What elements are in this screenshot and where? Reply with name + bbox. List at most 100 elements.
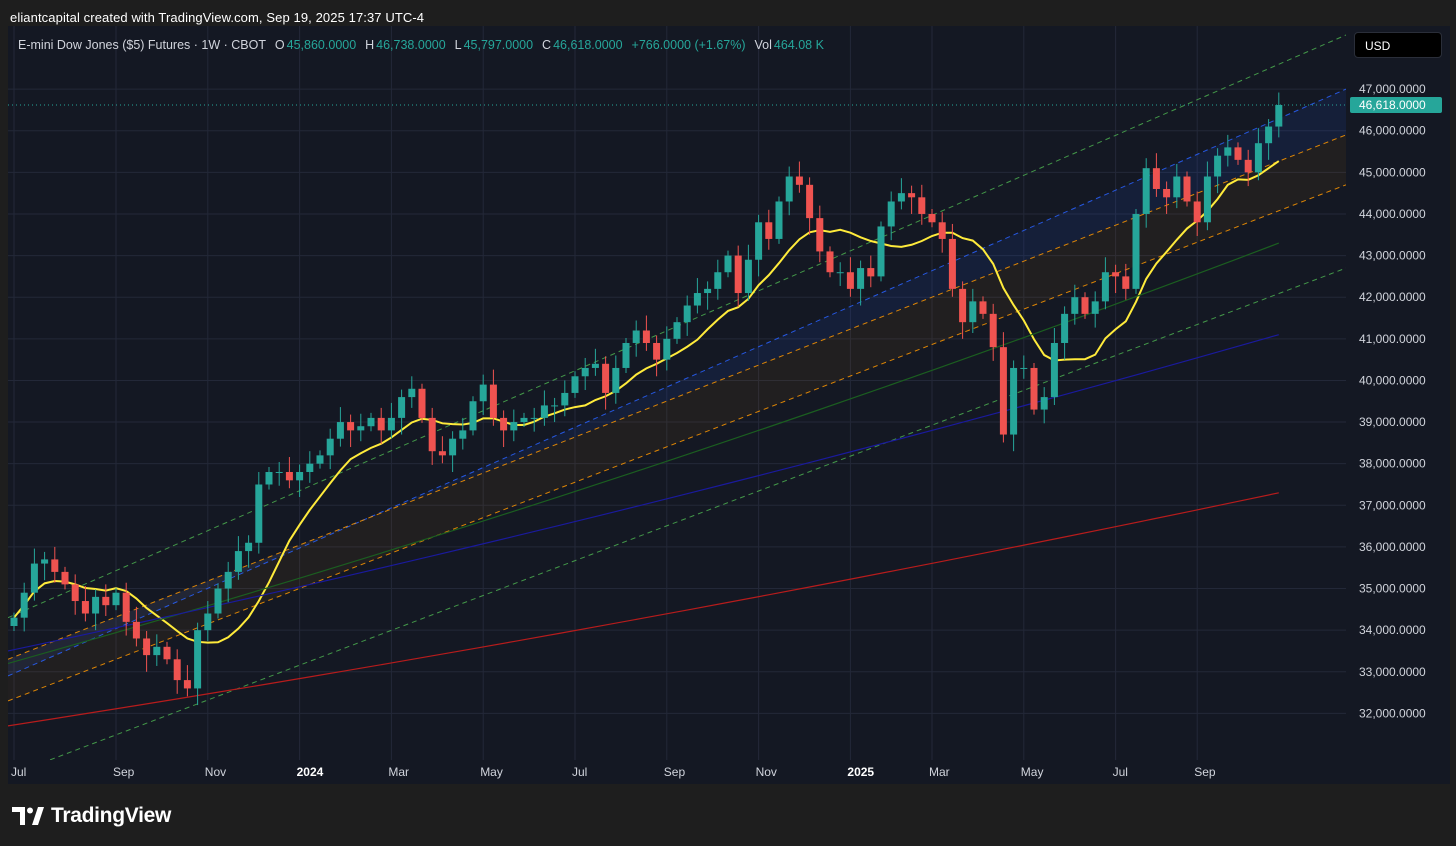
candle-up bbox=[520, 417, 528, 423]
y-tick-label: 40,000.0000 bbox=[1359, 373, 1426, 387]
candle-down bbox=[377, 417, 385, 431]
chart-panel[interactable] bbox=[8, 26, 1450, 784]
candle-up bbox=[296, 472, 304, 481]
x-tick-label: Nov bbox=[756, 765, 777, 779]
candle-up bbox=[41, 559, 49, 564]
y-tick-label: 47,000.0000 bbox=[1359, 82, 1426, 96]
candle-up bbox=[255, 484, 263, 543]
candle-down bbox=[418, 388, 426, 418]
candle-down bbox=[795, 176, 803, 185]
y-tick-label: 38,000.0000 bbox=[1359, 457, 1426, 471]
candle-up bbox=[1224, 147, 1232, 156]
candle-down bbox=[908, 193, 916, 198]
candle-up bbox=[714, 272, 722, 289]
candle-up bbox=[755, 222, 763, 260]
candle-down bbox=[347, 422, 355, 431]
candle-down bbox=[846, 272, 854, 289]
y-tick-label: 42,000.0000 bbox=[1359, 290, 1426, 304]
channel-fill-orange bbox=[8, 134, 1346, 701]
candle-up bbox=[510, 422, 518, 431]
candle-up bbox=[316, 455, 324, 464]
candle-up bbox=[194, 630, 202, 689]
candle-down bbox=[51, 559, 59, 572]
candle-down bbox=[999, 347, 1007, 435]
legend-close-label: C bbox=[542, 38, 552, 52]
legend-open-value: 45,860.0000 bbox=[286, 38, 357, 52]
candle-down bbox=[489, 384, 497, 418]
candle-up bbox=[1173, 176, 1181, 198]
candle-down bbox=[1183, 176, 1191, 202]
legend-change: +766.0000 (+1.67%) bbox=[631, 38, 746, 52]
candle-down bbox=[979, 301, 987, 314]
channel-line-lower-green bbox=[48, 267, 1346, 760]
candle-up bbox=[1142, 168, 1150, 214]
brand[interactable]: TradingView bbox=[12, 803, 171, 829]
candle-down bbox=[61, 571, 69, 585]
candle-up bbox=[1214, 155, 1222, 177]
candle-up bbox=[622, 342, 630, 368]
candle-up bbox=[540, 405, 548, 418]
candle-down bbox=[816, 218, 824, 252]
candle-down bbox=[653, 342, 661, 360]
x-tick-label: Jul bbox=[1113, 765, 1128, 779]
y-tick-label: 33,000.0000 bbox=[1359, 665, 1426, 679]
candle-down bbox=[602, 363, 610, 393]
candle-up bbox=[459, 430, 467, 439]
candle-down bbox=[948, 238, 956, 289]
y-tick-label: 37,000.0000 bbox=[1359, 498, 1426, 512]
moving-average-sma-red bbox=[8, 492, 1279, 727]
x-tick-label: May bbox=[480, 765, 503, 779]
candle-down bbox=[959, 288, 967, 323]
candle-down bbox=[285, 472, 293, 481]
currency-button[interactable]: USD bbox=[1354, 32, 1442, 58]
candle-up bbox=[367, 417, 375, 427]
candle-down bbox=[500, 417, 508, 431]
y-tick-label: 36,000.0000 bbox=[1359, 540, 1426, 554]
candle-up bbox=[469, 401, 477, 431]
candle-up bbox=[234, 551, 242, 572]
candle-up bbox=[683, 305, 691, 323]
candle-down bbox=[428, 417, 436, 452]
chart-caption: eliantcapital created with TradingView.c… bbox=[10, 10, 425, 25]
y-tick-label: 46,000.0000 bbox=[1359, 124, 1426, 138]
candle-up bbox=[663, 338, 671, 360]
legend-symbol: E-mini Dow Jones ($5) Futures · 1W · CBO… bbox=[18, 38, 266, 52]
candle-up bbox=[724, 255, 732, 273]
candle-up bbox=[612, 367, 620, 393]
legend-volume-label: Vol bbox=[754, 38, 772, 52]
candle-up bbox=[408, 388, 416, 398]
x-tick-label: 2024 bbox=[297, 765, 324, 779]
legend-ohlc: E-mini Dow Jones ($5) Futures · 1W · CBO… bbox=[18, 38, 826, 52]
candle-down bbox=[71, 584, 79, 602]
candle-up bbox=[632, 330, 640, 343]
last-price-label: 46,618.0000 bbox=[1359, 98, 1426, 112]
candle-up bbox=[92, 596, 100, 614]
legend-low-label: L bbox=[454, 38, 462, 52]
moving-average-sma-yellow bbox=[13, 160, 1280, 644]
candle-down bbox=[1244, 159, 1252, 173]
x-tick-label: Nov bbox=[205, 765, 226, 779]
legend-high-label: H bbox=[365, 38, 375, 52]
candle-up bbox=[877, 226, 885, 277]
candle-down bbox=[1112, 272, 1120, 277]
candle-up bbox=[704, 288, 712, 294]
candle-up bbox=[785, 176, 793, 202]
tradingview-logo-icon bbox=[12, 807, 44, 825]
candle-up bbox=[551, 405, 559, 407]
candle-up bbox=[387, 417, 395, 431]
candle-up bbox=[1020, 367, 1028, 369]
candle-up bbox=[1010, 367, 1018, 435]
y-tick-label: 39,000.0000 bbox=[1359, 415, 1426, 429]
candle-up bbox=[581, 367, 589, 377]
candle-up bbox=[153, 646, 161, 656]
candle-down bbox=[173, 659, 181, 681]
candle-down bbox=[132, 621, 140, 639]
legend-high-value: 46,738.0000 bbox=[376, 38, 446, 52]
candle-up bbox=[214, 588, 222, 614]
candle-up bbox=[449, 438, 457, 456]
candle-down bbox=[122, 592, 130, 622]
candle-up bbox=[20, 592, 28, 618]
candle-down bbox=[642, 330, 650, 343]
candle-down bbox=[867, 268, 875, 277]
